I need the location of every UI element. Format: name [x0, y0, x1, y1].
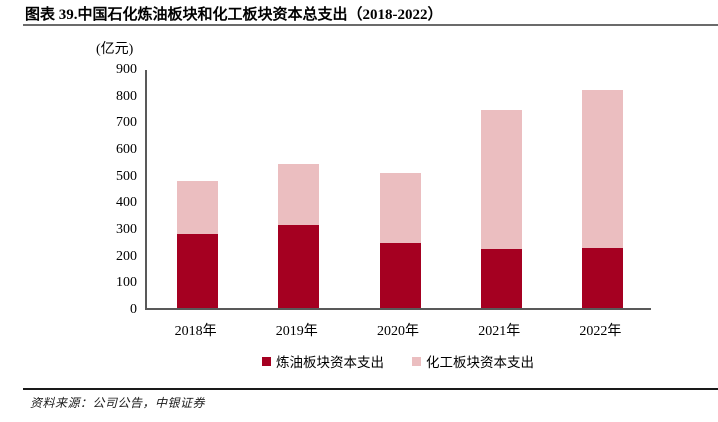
x-tick-label: 2022年 — [579, 324, 622, 339]
y-tick-label: 600 — [116, 142, 137, 157]
y-tick-label: 400 — [116, 195, 137, 211]
y-tick-label: 300 — [116, 222, 137, 237]
y-axis-ticks: 0 100 200 300 400 500 600 700 800 900 — [85, 62, 137, 317]
figure-title: 图表 39.中国石化炼油板块和化工板块资本总支出（2018-2022） — [25, 7, 443, 23]
y-tick-label: 100 — [116, 275, 137, 291]
y-tick-label: 200 — [116, 248, 137, 264]
plot-area — [145, 70, 651, 310]
y-tick-label: 900 — [116, 62, 137, 77]
chart-legend: 炼油板块资本支出 化工板块资本支出 — [145, 351, 651, 371]
refining-legend-swatch-icon — [262, 356, 271, 366]
chemical-legend-swatch-icon — [412, 356, 421, 366]
bar-group — [177, 68, 219, 308]
x-tick-label: 2021年 — [478, 324, 521, 339]
refining-bar-segment — [480, 249, 522, 308]
y-tick-label: 800 — [116, 88, 137, 104]
x-tick-label: 2019年 — [275, 324, 318, 339]
chemical-bar-segment — [581, 90, 623, 249]
source-divider — [23, 388, 718, 390]
y-tick-label: 500 — [116, 168, 137, 184]
chemical-bar-segment — [177, 181, 219, 234]
bar-group — [278, 68, 320, 308]
x-tick-label: 2020年 — [376, 324, 419, 339]
y-tick-label: 700 — [116, 115, 137, 131]
y-axis-unit-label: (亿元) — [96, 42, 134, 57]
refining-bar-segment — [581, 248, 623, 308]
legend-item: 炼油板块资本支出 — [262, 351, 384, 371]
title-divider — [23, 24, 718, 26]
x-tick-label: 2018年 — [174, 324, 217, 339]
bar-group — [379, 68, 421, 308]
bar-group — [480, 68, 522, 308]
x-axis-labels: 2018年 2019年 2020年 2021年 2022年 — [145, 320, 651, 340]
y-tick-label: 0 — [130, 302, 137, 317]
legend-label: 炼油板块资本支出 — [276, 355, 384, 370]
source-note: 资料来源：公司公告，中银证券 — [30, 396, 206, 410]
legend-item: 化工板块资本支出 — [412, 351, 534, 371]
refining-bar-segment — [177, 233, 219, 308]
bar-group — [581, 68, 623, 308]
refining-bar-segment — [278, 224, 320, 308]
chemical-bar-segment — [379, 172, 421, 244]
chemical-bar-segment — [480, 110, 522, 250]
chemical-bar-segment — [278, 163, 320, 225]
refining-bar-segment — [379, 243, 421, 308]
legend-label: 化工板块资本支出 — [426, 355, 534, 370]
